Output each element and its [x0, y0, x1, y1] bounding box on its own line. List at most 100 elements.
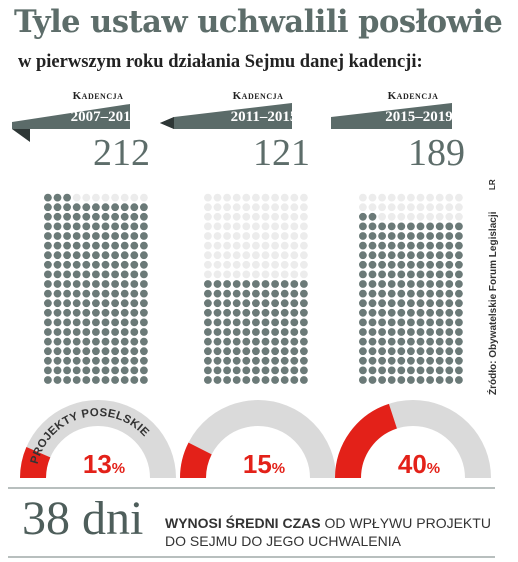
unit-dot: [378, 356, 386, 365]
value-label: 189: [408, 132, 465, 174]
unit-dot: [378, 337, 386, 346]
unit-dot: [426, 193, 434, 202]
unit-dot: [368, 347, 377, 356]
unit-dot: [387, 241, 396, 250]
unit-dot: [416, 251, 425, 260]
unit-dot: [300, 347, 308, 356]
unit-dot: [445, 270, 454, 279]
unit-dot: [223, 308, 232, 317]
divider-bottom: [8, 556, 495, 558]
unit-dot: [223, 222, 232, 231]
unit-dot: [252, 270, 260, 279]
unit-dot: [416, 366, 425, 375]
unit-dot: [280, 337, 289, 346]
unit-dot: [63, 299, 71, 308]
source-note: Źródło: Obywatelskie Forum Legislacji: [488, 211, 499, 395]
period-label: 2011–2015: [231, 109, 298, 125]
unit-dot: [223, 318, 232, 327]
unit-dot: [213, 232, 222, 240]
unit-dot: [63, 337, 71, 346]
unit-dot: [111, 251, 119, 260]
unit-dot: [204, 270, 212, 279]
unit-dot: [280, 328, 289, 336]
unit-dot: [111, 299, 119, 308]
unit-dot: [455, 270, 463, 279]
unit-dot: [140, 347, 148, 356]
unit-dot: [280, 356, 289, 365]
unit-dot: [204, 337, 212, 346]
unit-dot: [407, 193, 415, 202]
unit-dot: [280, 212, 289, 221]
unit-dot: [72, 232, 81, 240]
unit-dot: [204, 203, 212, 212]
unit-dot: [290, 193, 299, 202]
unit-dot: [53, 232, 62, 240]
unit-dot: [72, 280, 81, 288]
unit-dot: [378, 251, 386, 260]
unit-dot: [387, 356, 396, 365]
unit-dot: [359, 328, 367, 336]
unit-dot: [232, 193, 241, 202]
unit-dot: [407, 347, 415, 356]
unit-dot: [271, 260, 279, 269]
unit-dot: [426, 328, 434, 336]
unit-dot: [82, 280, 91, 288]
dot-group: [359, 193, 463, 384]
unit-dot: [242, 356, 251, 365]
unit-dot: [435, 260, 444, 269]
unit-dot: [111, 376, 119, 384]
unit-dot: [426, 232, 434, 240]
unit-dot: [72, 366, 81, 375]
unit-dot: [426, 222, 434, 231]
unit-dot: [204, 251, 212, 260]
unit-dot: [111, 232, 119, 240]
unit-dot: [204, 222, 212, 231]
unit-dot: [204, 356, 212, 365]
unit-dot: [252, 203, 260, 212]
unit-dot: [120, 299, 129, 308]
unit-dot: [455, 193, 463, 202]
unit-dot: [213, 212, 222, 221]
unit-dot: [130, 308, 139, 317]
unit-dot: [455, 337, 463, 346]
unit-dot: [435, 222, 444, 231]
unit-dot: [204, 308, 212, 317]
unit-dot: [213, 193, 222, 202]
unit-dot: [387, 337, 396, 346]
unit-dot: [72, 270, 81, 279]
unit-dot: [252, 318, 260, 327]
unit-dot: [261, 251, 270, 260]
unit-dot: [130, 366, 139, 375]
unit-dot: [140, 212, 148, 221]
unit-dot: [130, 260, 139, 269]
unit-dot: [252, 366, 260, 375]
unit-dot: [82, 337, 91, 346]
unit-dot: [426, 308, 434, 317]
unit-dot: [271, 308, 279, 317]
unit-dot: [368, 280, 377, 288]
unit-dot: [213, 318, 222, 327]
unit-dot: [435, 232, 444, 240]
unit-dot: [140, 376, 148, 384]
unit-dot: [378, 299, 386, 308]
unit-dot: [290, 376, 299, 384]
unit-dot: [92, 260, 100, 269]
unit-dot: [445, 203, 454, 212]
unit-dot: [82, 193, 91, 202]
unit-dot: [378, 366, 386, 375]
unit-dot: [101, 289, 110, 298]
unit-dot: [368, 212, 377, 221]
unit-dot: [416, 356, 425, 365]
unit-dot: [387, 260, 396, 269]
unit-dot: [290, 308, 299, 317]
unit-dot: [242, 232, 251, 240]
unit-dot: [101, 222, 110, 231]
unit-dot: [426, 241, 434, 250]
unit-dot: [140, 308, 148, 317]
unit-dot: [92, 318, 100, 327]
unit-dot: [261, 289, 270, 298]
unit-dot: [300, 318, 308, 327]
unit-dot: [280, 251, 289, 260]
unit-dot: [232, 328, 241, 336]
unit-dot: [435, 318, 444, 327]
